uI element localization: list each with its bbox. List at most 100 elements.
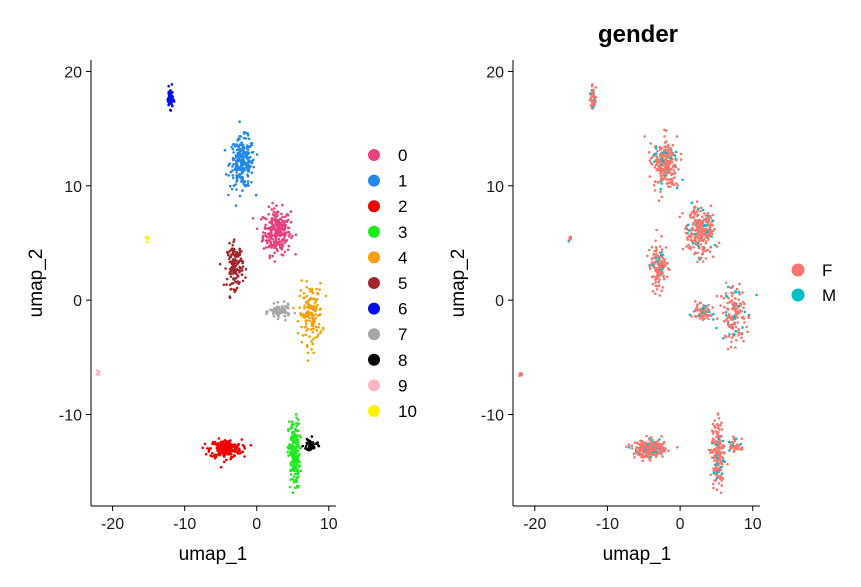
data-point (312, 305, 315, 308)
data-point (222, 460, 226, 464)
data-point (290, 468, 294, 472)
data-point (711, 213, 715, 217)
data-point (242, 153, 245, 156)
data-point (718, 442, 721, 445)
data-point (269, 241, 273, 244)
data-point (705, 231, 708, 234)
data-point (272, 315, 276, 318)
data-point (308, 316, 311, 320)
data-point (633, 441, 637, 444)
data-point (699, 209, 702, 213)
data-point (241, 189, 244, 192)
data-point (719, 465, 722, 469)
cluster-points (95, 83, 328, 495)
data-point (652, 452, 655, 456)
legend-swatch (368, 225, 380, 238)
legend-swatch (368, 174, 380, 187)
data-point (732, 450, 736, 453)
data-point (230, 262, 234, 266)
data-point (733, 307, 737, 310)
data-point (224, 449, 227, 452)
data-point (233, 454, 236, 457)
data-point (293, 481, 296, 484)
data-point (742, 339, 745, 343)
data-point (227, 441, 231, 445)
data-point (293, 433, 297, 437)
data-point (699, 234, 703, 237)
data-point (310, 348, 313, 351)
data-point (700, 253, 704, 256)
data-point (709, 246, 713, 249)
data-point (704, 310, 707, 314)
data-point (677, 168, 680, 171)
data-point (663, 169, 666, 172)
data-point (702, 250, 705, 253)
data-point (295, 457, 299, 460)
legend-swatch (791, 288, 805, 302)
data-point (654, 246, 658, 249)
legend-label: 9 (398, 376, 407, 395)
data-point (668, 162, 671, 166)
data-point (263, 226, 267, 229)
data-point (213, 442, 216, 446)
data-point (235, 171, 239, 174)
data-point (660, 169, 664, 173)
data-point (742, 306, 745, 310)
data-point (702, 311, 705, 315)
data-point (660, 450, 663, 453)
data-point (223, 148, 227, 152)
data-point (226, 251, 230, 255)
x-tick-label: -20 (523, 516, 546, 533)
data-point (687, 243, 690, 247)
data-point (301, 444, 305, 448)
y-tick-label: 20 (486, 64, 504, 81)
legend-label: 0 (398, 146, 407, 165)
legend-swatch (368, 353, 380, 366)
data-point (294, 413, 298, 416)
data-point (240, 438, 244, 441)
data-point (694, 300, 697, 303)
legend-label: 4 (398, 248, 407, 267)
data-point (276, 249, 279, 253)
data-point (667, 165, 670, 169)
data-point (734, 325, 738, 329)
data-point (274, 220, 277, 223)
data-point (698, 301, 702, 305)
data-point (715, 456, 719, 460)
data-point (665, 162, 669, 166)
data-point (699, 206, 703, 209)
data-point (666, 181, 669, 185)
data-point (249, 145, 252, 148)
data-point (263, 232, 267, 235)
data-point (229, 288, 232, 291)
data-point (241, 260, 245, 264)
data-point (241, 279, 245, 283)
data-point (232, 264, 235, 268)
data-point (707, 314, 711, 317)
data-point (223, 445, 227, 449)
data-point (243, 155, 247, 159)
data-point (636, 446, 640, 450)
data-point (169, 109, 173, 112)
data-point (291, 432, 294, 435)
data-point (736, 307, 739, 310)
y-tick-label: 0 (495, 293, 504, 310)
data-point (241, 179, 245, 182)
data-point (281, 203, 284, 207)
data-point (277, 307, 280, 310)
data-point (681, 212, 684, 215)
data-point (280, 233, 284, 237)
data-point (704, 217, 708, 220)
data-point (722, 296, 726, 300)
data-point (238, 137, 241, 141)
data-point (663, 128, 666, 132)
data-point (645, 254, 649, 258)
data-point (656, 268, 660, 272)
data-point (693, 213, 697, 216)
data-point (709, 314, 713, 317)
data-point (233, 280, 237, 283)
data-point (719, 468, 723, 472)
data-point (739, 302, 743, 306)
data-point (649, 445, 653, 448)
data-point (283, 250, 287, 254)
